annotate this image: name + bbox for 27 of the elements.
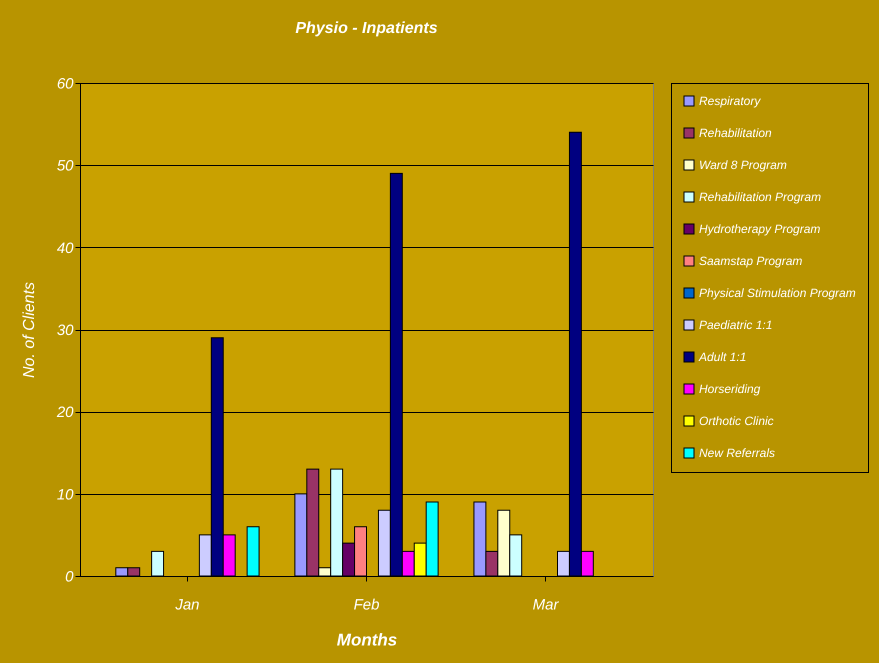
- legend-label: Saamstap Program: [699, 254, 802, 268]
- y-tick-label: 20: [56, 404, 74, 422]
- x-tick-label: Jan: [174, 596, 200, 614]
- x-tick-label: Mar: [532, 596, 560, 614]
- legend-label: Orthotic Clinic: [699, 414, 774, 428]
- legend-label: Ward 8 Program: [699, 158, 787, 172]
- legend-label: New Referrals: [699, 446, 776, 460]
- legend-label: Horseriding: [699, 382, 761, 396]
- y-tick-label: 30: [56, 322, 74, 339]
- legend-label: Adult 1:1: [698, 350, 746, 364]
- x-axis-title: Months: [336, 630, 398, 650]
- legend-label: Hydrotherapy Program: [699, 222, 820, 236]
- y-tick-label: 60: [56, 76, 74, 92]
- bar: [151, 550, 164, 576]
- y-tick-label: 0: [65, 568, 74, 586]
- y-tick-label: 40: [56, 240, 74, 257]
- legend-label: Rehabilitation: [699, 126, 772, 140]
- y-axis-title: No. of Clients: [20, 282, 38, 378]
- y-tick-label: 50: [56, 158, 74, 175]
- legend-label: Respiratory: [699, 94, 762, 108]
- bar: [246, 526, 260, 576]
- x-tick-label: Feb: [354, 596, 380, 614]
- chart-title: Physio - Inpatients: [295, 20, 438, 37]
- y-tick-label: 10: [56, 486, 74, 504]
- legend-label: Physical Stimulation Program: [699, 286, 856, 300]
- legend-label: Rehabilitation Program: [699, 190, 822, 204]
- legend-label: Paediatric 1:1: [699, 318, 772, 332]
